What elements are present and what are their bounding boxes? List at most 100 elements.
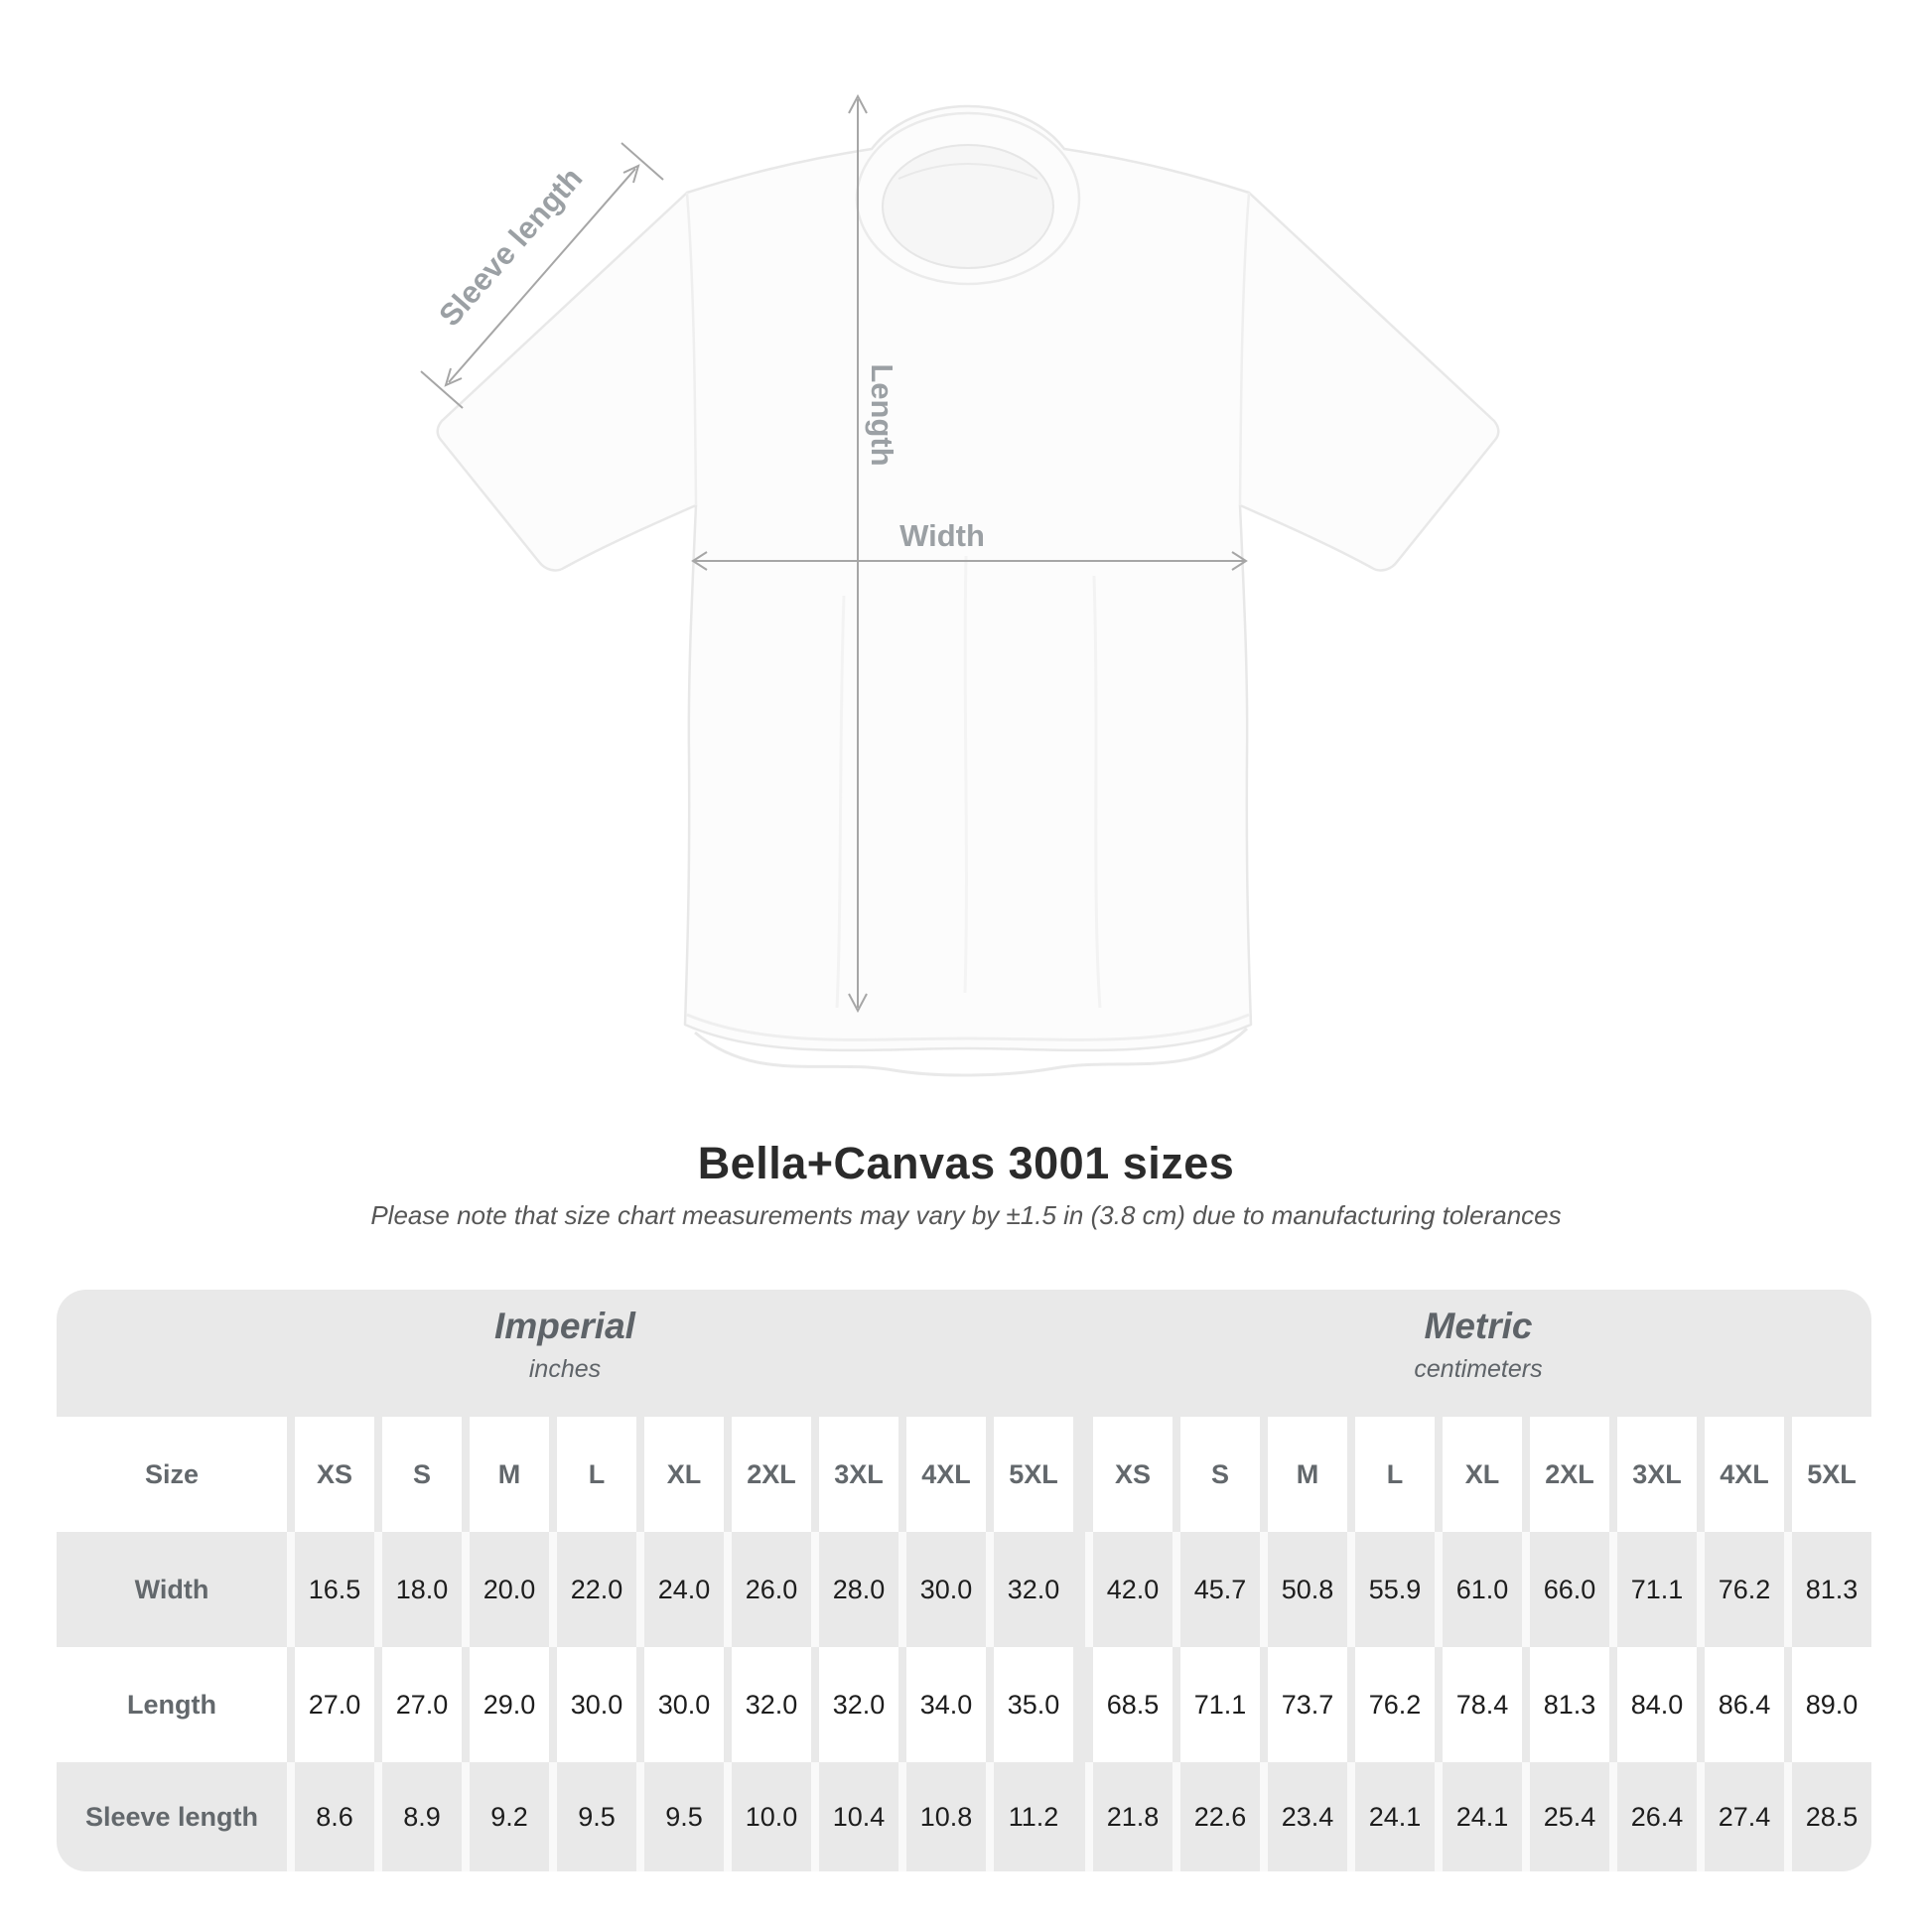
value-cell: 71.1	[1609, 1532, 1697, 1647]
hem-stitch	[686, 1013, 1250, 1041]
value-cell: 25.4	[1522, 1762, 1609, 1871]
size-col-header: M	[462, 1417, 549, 1532]
right-sleeve-seam	[1238, 192, 1251, 506]
size-col-header: L	[549, 1417, 636, 1532]
size-col-header: M	[1260, 1417, 1347, 1532]
size-table: Imperial inches Metric centimeters Size X…	[57, 1290, 1871, 1871]
imperial-unit-label: inches	[528, 1355, 602, 1383]
value-cell: 18.0	[374, 1532, 462, 1647]
size-col-header: 4XL	[1697, 1417, 1784, 1532]
unit-group-gap	[1073, 1762, 1085, 1871]
wrinkle-line	[1092, 575, 1102, 1009]
size-col-header: XS	[1085, 1417, 1173, 1532]
size-col-header: S	[374, 1417, 462, 1532]
value-cell: 66.0	[1522, 1532, 1609, 1647]
value-cell: 30.0	[898, 1532, 986, 1647]
value-cell: 81.3	[1522, 1647, 1609, 1762]
value-cell: 28.0	[811, 1532, 898, 1647]
value-cell: 45.7	[1173, 1532, 1260, 1647]
value-cell: 28.5	[1784, 1762, 1871, 1871]
value-cell: 27.4	[1697, 1762, 1784, 1871]
value-cell: 11.2	[986, 1762, 1073, 1871]
size-col-header: 2XL	[724, 1417, 811, 1532]
imperial-label: Imperial	[494, 1306, 635, 1346]
size-col-header: 4XL	[898, 1417, 986, 1532]
value-cell: 32.0	[986, 1532, 1073, 1647]
width-arrow	[691, 551, 1248, 571]
unit-group-gap	[1073, 1647, 1085, 1762]
page-title: Bella+Canvas 3001 sizes	[697, 1138, 1235, 1188]
value-cell: 8.6	[287, 1762, 374, 1871]
tshirt-body	[436, 104, 1500, 1052]
wrinkle-line	[835, 595, 846, 1009]
value-cell: 20.0	[462, 1532, 549, 1647]
unit-group-metric: Metric centimeters	[1085, 1290, 1871, 1417]
size-col-header: S	[1173, 1417, 1260, 1532]
value-cell: 9.5	[549, 1762, 636, 1871]
value-cell: 34.0	[898, 1647, 986, 1762]
value-cell: 55.9	[1347, 1532, 1435, 1647]
length-arrow	[848, 93, 868, 1014]
size-col-header: 5XL	[986, 1417, 1073, 1532]
value-cell: 30.0	[549, 1647, 636, 1762]
size-col-header: 2XL	[1522, 1417, 1609, 1532]
value-cell: 29.0	[462, 1647, 549, 1762]
value-cell: 86.4	[1697, 1647, 1784, 1762]
collar-opening	[882, 144, 1054, 269]
collar-back-seam	[897, 163, 1038, 180]
hem-shadow	[694, 1027, 1249, 1077]
size-col-header: XS	[287, 1417, 374, 1532]
size-col-header: 5XL	[1784, 1417, 1871, 1532]
metric-unit-label: centimeters	[1414, 1355, 1543, 1383]
tshirt-diagram: Sleeve length Length Width	[420, 93, 1500, 1077]
value-cell: 35.0	[986, 1647, 1073, 1762]
value-cell: 26.4	[1609, 1762, 1697, 1871]
length-label: Length	[865, 363, 899, 466]
width-label: Width	[899, 518, 985, 553]
value-cell: 10.8	[898, 1762, 986, 1871]
value-cell: 32.0	[811, 1647, 898, 1762]
sleeve-length-arrow	[420, 142, 664, 409]
size-col-header: XL	[1435, 1417, 1522, 1532]
value-cell: 21.8	[1085, 1762, 1173, 1871]
value-cell: 50.8	[1260, 1532, 1347, 1647]
wrinkle-line	[963, 555, 968, 994]
table-row: Width 16.5 18.0 20.0 22.0 24.0 26.0 28.0 30.0 32.…	[57, 1532, 1871, 1647]
value-cell: 73.7	[1260, 1647, 1347, 1762]
value-cell: 81.3	[1784, 1532, 1871, 1647]
value-cell: 61.0	[1435, 1532, 1522, 1647]
value-cell: 68.5	[1085, 1647, 1173, 1762]
value-cell: 71.1	[1173, 1647, 1260, 1762]
value-cell: 76.2	[1697, 1532, 1784, 1647]
value-cell: 42.0	[1085, 1532, 1173, 1647]
unit-group-band: Imperial inches Metric centimeters	[57, 1290, 1871, 1417]
value-cell: 9.5	[636, 1762, 724, 1871]
row-label: Length	[57, 1647, 287, 1762]
value-cell: 24.1	[1435, 1762, 1522, 1871]
value-cell: 32.0	[724, 1647, 811, 1762]
value-cell: 76.2	[1347, 1647, 1435, 1762]
value-cell: 10.4	[811, 1762, 898, 1871]
value-cell: 10.0	[724, 1762, 811, 1871]
value-cell: 16.5	[287, 1532, 374, 1647]
value-cell: 27.0	[287, 1647, 374, 1762]
table-row: Length 27.0 27.0 29.0 30.0 30.0 32.0 32.0 34.0 35…	[57, 1647, 1871, 1762]
size-header-row: Size XS S M L XL 2XL 3XL 4XL 5XL XS S M L XL 2XL 3XL 4XL 5…	[57, 1417, 1871, 1532]
size-col-header: L	[1347, 1417, 1435, 1532]
unit-group-imperial: Imperial inches	[57, 1290, 1073, 1417]
value-cell: 30.0	[636, 1647, 724, 1762]
unit-group-gap	[1073, 1417, 1085, 1532]
row-label: Width	[134, 1574, 209, 1604]
value-cell: 22.0	[549, 1532, 636, 1647]
value-cell: 89.0	[1784, 1647, 1871, 1762]
table-row: Sleeve length 8.6 8.9 9.2 9.5 9.5 10.0 10.4 10.8…	[57, 1762, 1871, 1871]
size-col-header: 3XL	[1609, 1417, 1697, 1532]
row-label: Sleeve length	[84, 1801, 259, 1832]
page-subtitle: Please note that size chart measurements…	[370, 1200, 1562, 1230]
unit-group-gap	[1073, 1532, 1085, 1647]
value-cell: 24.1	[1347, 1762, 1435, 1871]
tshirt-graphic	[436, 104, 1500, 1077]
metric-label: Metric	[1424, 1306, 1533, 1346]
value-cell: 22.6	[1173, 1762, 1260, 1871]
size-col-header: XL	[636, 1417, 724, 1532]
